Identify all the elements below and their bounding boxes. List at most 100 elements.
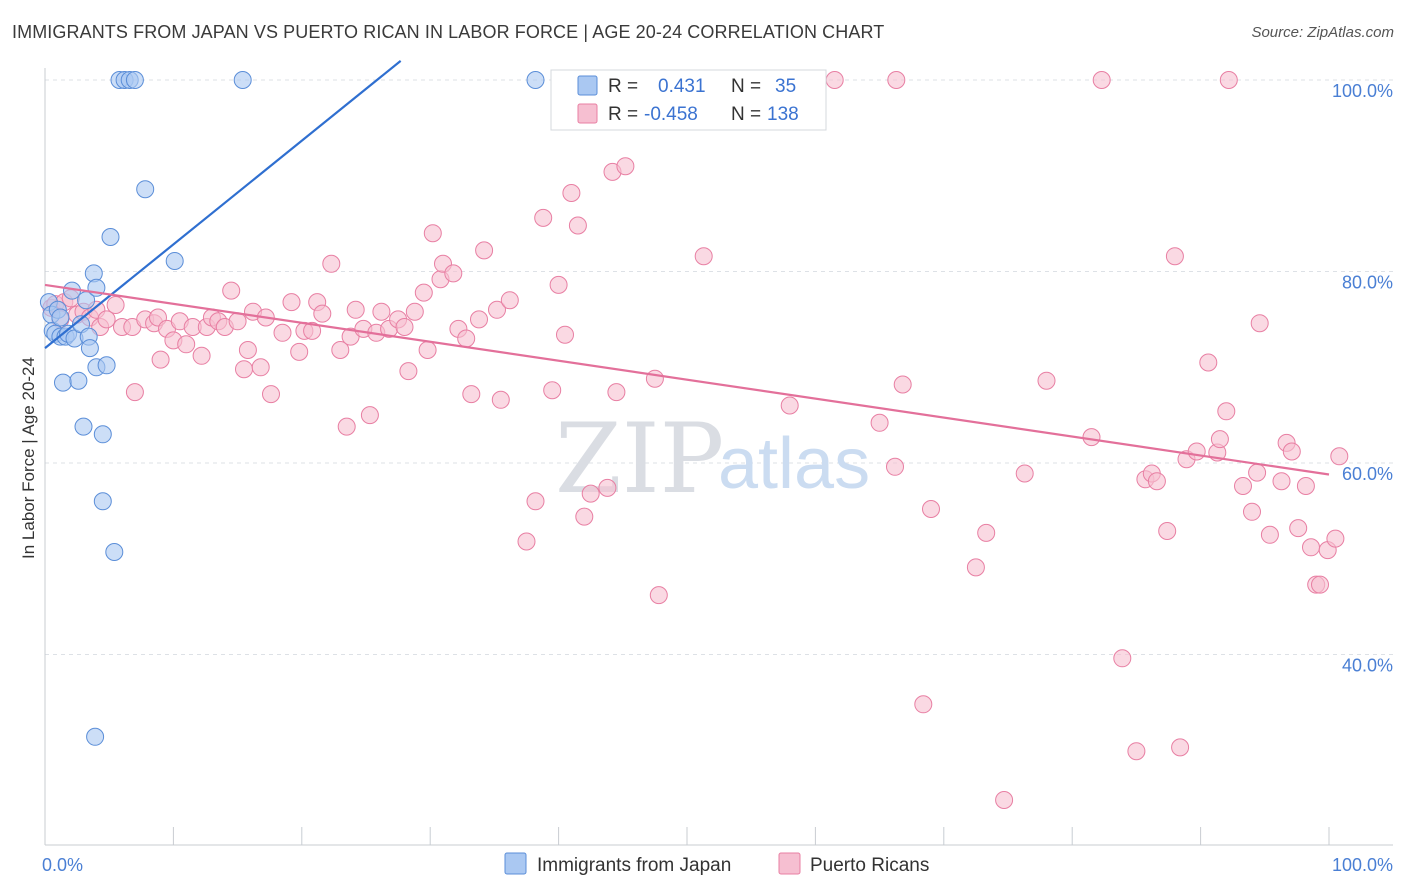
pr-point: [1147, 472, 1166, 491]
pr-point: [222, 281, 241, 300]
pr-point: [995, 791, 1014, 809]
pr-point: [1289, 519, 1308, 538]
pr-point: [1037, 371, 1056, 390]
pr-point: [228, 312, 247, 331]
pr-r-value: -0.458: [644, 104, 698, 125]
pr-point: [1311, 575, 1329, 594]
pr-point: [556, 325, 574, 344]
pr-point: [645, 369, 664, 388]
chart-title: IMMIGRANTS FROM JAPAN VS PUERTO RICAN IN…: [12, 22, 885, 42]
pr-point: [303, 321, 322, 340]
y-axis-title: In Labor Force | Age 20-24: [19, 357, 38, 559]
japan-point: [526, 71, 545, 89]
pr-point: [870, 413, 889, 432]
x-tick-label: 100.0%: [1332, 855, 1393, 875]
japan-point: [165, 252, 184, 270]
pr-point: [562, 184, 581, 202]
pr-point: [893, 375, 912, 394]
pr-point: [444, 264, 463, 283]
japan-point: [136, 180, 155, 199]
japan-point: [101, 228, 120, 246]
pr-point: [273, 323, 292, 342]
pr-point: [1113, 649, 1132, 668]
pr-point: [825, 71, 844, 89]
japan-point: [86, 727, 105, 746]
y-tick-label: 80.0%: [1342, 273, 1393, 293]
pr-point: [1296, 477, 1315, 495]
pr-point: [1082, 428, 1101, 447]
pr-point: [534, 208, 553, 227]
pr-point: [581, 484, 600, 503]
pr-point: [125, 383, 144, 402]
pr-point: [470, 310, 488, 329]
pr-n-value: 138: [767, 104, 799, 125]
japan-trend-line: [44, 59, 402, 349]
pr-point: [192, 346, 211, 365]
pr-point: [1217, 402, 1236, 421]
pr-point: [322, 254, 341, 273]
pr-point: [1092, 71, 1111, 89]
axes: [44, 68, 1393, 846]
pr-point: [262, 385, 280, 404]
pr-point: [97, 310, 116, 329]
pr-point: [694, 247, 713, 266]
japan-series-label: Immigrants from Japan: [537, 855, 731, 876]
pr-point: [290, 342, 309, 361]
japan-legend-swatch: [577, 75, 598, 96]
japan-point: [93, 425, 112, 444]
trend-lines: [44, 59, 1330, 476]
pr-point: [568, 216, 587, 235]
pr-point: [457, 329, 476, 348]
pr-point: [1171, 738, 1190, 757]
pr-point: [1272, 472, 1291, 491]
pr-point: [977, 523, 996, 542]
pr-legend-swatch: [577, 103, 598, 124]
pr-point: [405, 302, 424, 321]
pr-point: [399, 362, 418, 381]
stats-legend: R = 0.431 N = 35 R = -0.458 N = 138: [550, 69, 827, 131]
pr-point: [395, 318, 414, 336]
pr-point: [462, 385, 481, 404]
watermark-zip-text: ZIP: [555, 403, 724, 515]
japan-point: [125, 71, 144, 89]
pr-point: [1219, 71, 1238, 89]
pr-point: [1260, 525, 1279, 544]
pr-point: [886, 457, 904, 476]
pr-point: [1326, 529, 1345, 548]
series-legend: Immigrants from Japan Puerto Ricans: [504, 852, 929, 876]
pr-point: [151, 350, 170, 369]
japan-point: [97, 356, 116, 375]
japan-point: [69, 371, 88, 390]
pr-point: [526, 492, 545, 511]
japan-r-value: 0.431: [658, 76, 706, 97]
pr-point: [372, 302, 391, 321]
pr-point: [966, 558, 985, 577]
source-credit: Source: ZipAtlas.com: [1251, 24, 1394, 41]
pr-n-label: N =: [731, 104, 761, 125]
pr-point: [331, 341, 350, 359]
pr-point: [282, 293, 301, 312]
pr-point: [177, 335, 196, 354]
pr-point: [1127, 742, 1146, 761]
pr-series-swatch: [778, 852, 801, 875]
japan-r-label: R =: [608, 76, 638, 97]
pr-point: [1158, 522, 1177, 540]
japan-n-value: 35: [775, 76, 796, 97]
pr-point: [423, 224, 442, 243]
pr-point: [914, 695, 933, 714]
watermark: ZIP atlas: [555, 403, 870, 515]
y-tick-labels: 100.0% 80.0% 60.0% 40.0%: [1332, 81, 1393, 676]
pr-point: [1302, 538, 1320, 557]
pr-point: [1015, 464, 1034, 483]
pr-point: [575, 507, 594, 526]
pr-point: [780, 396, 799, 415]
japan-n-label: N =: [731, 76, 761, 97]
pr-point: [1250, 314, 1269, 333]
japan-point: [80, 339, 99, 358]
pr-point: [517, 532, 536, 551]
pr-point: [488, 300, 506, 319]
pr-point: [1330, 447, 1349, 466]
pr-point: [1165, 247, 1184, 266]
pr-point: [500, 291, 519, 310]
